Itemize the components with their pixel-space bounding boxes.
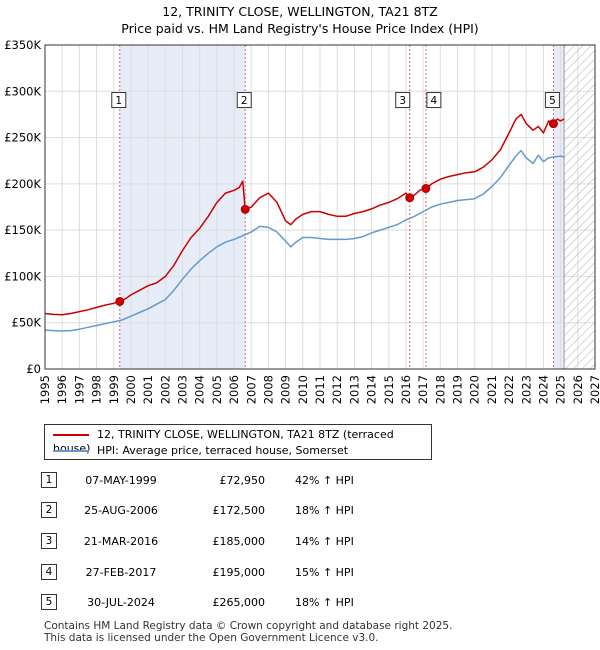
sale-number-badge: 3 (41, 533, 57, 549)
x-tick-label: 2021 (485, 375, 499, 404)
x-tick-label: 2008 (261, 375, 275, 404)
future-hatch (564, 45, 595, 369)
sale-hpi-change: 42% ↑ HPI (295, 474, 354, 487)
x-tick-label: 2015 (382, 375, 396, 404)
sale-label-number: 3 (399, 95, 406, 107)
sale-date: 27-FEB-2017 (85, 566, 157, 579)
x-tick-label: 2014 (365, 375, 379, 404)
x-tick-label: 2017 (416, 375, 430, 404)
sale-point (421, 183, 431, 193)
legend-item-property: 12, TRINITY CLOSE, WELLINGTON, TA21 8TZ … (53, 428, 431, 455)
sale-number-badge: 2 (41, 502, 57, 518)
sale-point (240, 204, 250, 214)
legend-swatch-property (53, 434, 89, 436)
sale-label-number: 4 (431, 95, 438, 107)
x-tick-label: 2001 (141, 375, 155, 404)
sale-label-number: 2 (241, 95, 248, 107)
chart-title: 12, TRINITY CLOSE, WELLINGTON, TA21 8TZ (162, 4, 438, 19)
sale-label-number: 5 (549, 95, 556, 107)
x-tick-label: 2013 (347, 375, 361, 404)
x-tick-label: 2007 (244, 375, 258, 404)
sale-label-box (111, 92, 127, 109)
sale-point (115, 296, 125, 306)
y-tick-label: £100K (4, 269, 41, 283)
y-tick-label: £250K (4, 131, 41, 145)
hpi-line (45, 149, 565, 332)
x-tick-label: 2006 (227, 375, 241, 404)
x-tick-label: 2019 (451, 375, 465, 404)
x-tick-label: 2003 (176, 375, 190, 404)
sale-hpi-change: 18% ↑ HPI (295, 504, 354, 517)
x-tick-label: 2009 (279, 375, 293, 404)
y-tick-label: £50K (12, 316, 42, 330)
y-tick-label: £350K (4, 38, 41, 52)
sale-price: £172,500 (212, 504, 266, 517)
sale-date: 25-AUG-2006 (84, 504, 158, 517)
legend-swatch-hpi (53, 450, 89, 452)
sale-row: 1 07-MAY-1999 £72,950 42% ↑ HPI (40, 472, 400, 492)
sale-date: 07-MAY-1999 (85, 474, 157, 487)
sale-hpi-change: 15% ↑ HPI (295, 566, 354, 579)
x-tick-label: 2011 (313, 375, 327, 404)
sale-row: 5 30-JUL-2024 £265,000 18% ↑ HPI (40, 594, 400, 614)
x-tick-label: 2022 (502, 375, 516, 404)
y-tick-label: £0 (26, 362, 41, 376)
x-tick-label: 2024 (536, 375, 550, 404)
y-tick-label: £300K (4, 84, 41, 98)
property-price-line (45, 113, 565, 316)
x-tick-label: 2023 (519, 375, 533, 404)
x-tick-label: 2027 (588, 375, 600, 404)
x-tick-label: 2005 (210, 375, 224, 404)
y-tick-label: £150K (4, 223, 41, 237)
ownership-shade (553, 45, 565, 369)
x-tick-label: 2025 (554, 375, 568, 404)
sale-row: 4 27-FEB-2017 £195,000 15% ↑ HPI (40, 564, 400, 584)
x-tick-label: 2002 (158, 375, 172, 404)
sale-number-badge: 5 (41, 594, 57, 610)
plot-frame (44, 44, 596, 370)
sale-date: 30-JUL-2024 (87, 596, 155, 609)
sale-label-box (395, 92, 411, 109)
sale-label-box (236, 92, 252, 109)
x-tick-label: 2018 (433, 375, 447, 404)
sale-point (405, 193, 415, 203)
chart-subtitle: Price paid vs. HM Land Registry's House … (121, 21, 478, 36)
x-tick-label: 1996 (55, 375, 69, 404)
sale-number-badge: 1 (41, 472, 57, 488)
sale-price: £72,950 (219, 474, 266, 487)
sale-price: £185,000 (212, 535, 266, 548)
footer-licence: This data is licensed under the Open Gov… (44, 632, 379, 644)
x-tick-label: 2016 (399, 375, 413, 404)
legend: 12, TRINITY CLOSE, WELLINGTON, TA21 8TZ … (44, 424, 432, 460)
legend-item-hpi: HPI: Average price, terraced house, Some… (53, 444, 348, 458)
sale-date: 21-MAR-2016 (83, 535, 159, 548)
sale-point (548, 119, 558, 129)
x-tick-label: 2012 (330, 375, 344, 404)
price-chart: 12, TRINITY CLOSE, WELLINGTON, TA21 8TZ … (4, 4, 600, 404)
sale-hpi-change: 18% ↑ HPI (295, 596, 354, 609)
x-tick-label: 1995 (38, 375, 52, 404)
footer-copyright: Contains HM Land Registry data © Crown c… (44, 620, 453, 632)
footer: Contains HM Land Registry data © Crown c… (44, 620, 452, 644)
sale-row: 2 25-AUG-2006 £172,500 18% ↑ HPI (40, 502, 400, 522)
sale-label-number: 1 (115, 95, 122, 107)
sale-label-box (426, 92, 442, 109)
x-tick-label: 2004 (193, 375, 207, 404)
sale-price: £195,000 (212, 566, 266, 579)
x-tick-label: 2026 (571, 375, 585, 404)
sale-number-badge: 4 (41, 564, 57, 580)
sale-label-box (544, 92, 560, 109)
x-tick-label: 1999 (107, 375, 121, 404)
sale-hpi-change: 14% ↑ HPI (295, 535, 354, 548)
x-tick-label: 1998 (90, 375, 104, 404)
sale-price: £265,000 (212, 596, 266, 609)
x-tick-label: 2020 (468, 375, 482, 404)
x-tick-label: 2010 (296, 375, 310, 404)
x-tick-label: 2000 (124, 375, 138, 404)
legend-label-hpi: HPI: Average price, terraced house, Some… (97, 444, 349, 457)
x-tick-label: 1997 (72, 375, 86, 404)
y-tick-label: £200K (4, 177, 41, 191)
sale-row: 3 21-MAR-2016 £185,000 14% ↑ HPI (40, 533, 400, 553)
